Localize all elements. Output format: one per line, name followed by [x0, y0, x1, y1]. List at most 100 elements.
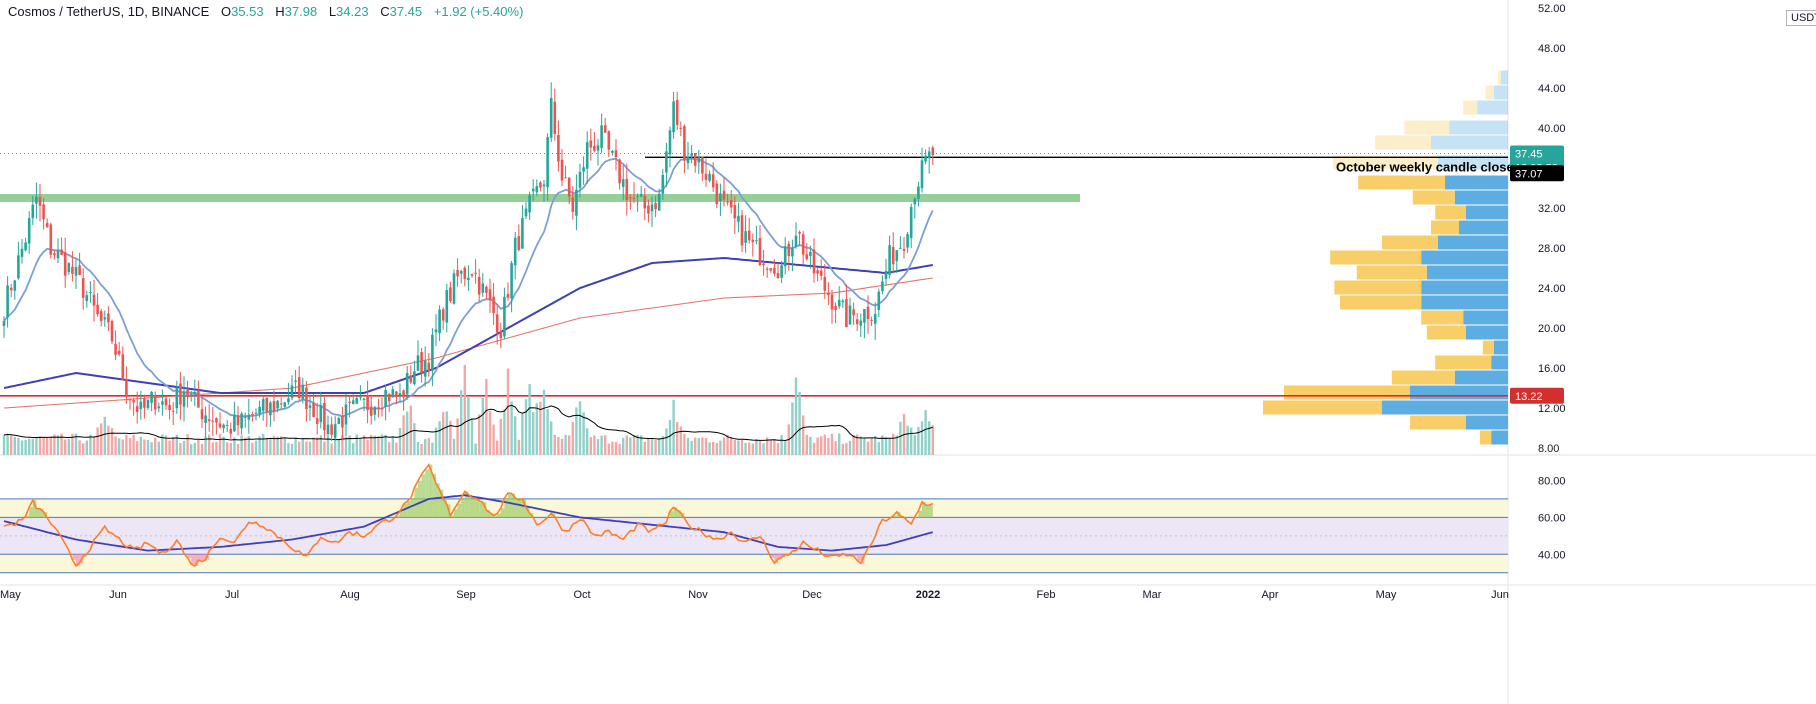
candle-body	[647, 205, 650, 214]
candle-body	[481, 283, 485, 293]
candle-body	[697, 157, 701, 163]
rsi-overbought-fill	[472, 497, 476, 518]
candle-body	[240, 413, 243, 429]
vp-down-bar	[1356, 265, 1427, 280]
time-axis-label: Dec	[802, 589, 822, 601]
candle-body	[632, 197, 636, 200]
vp-up-bar	[1431, 135, 1508, 150]
candle-body	[74, 267, 78, 276]
volume-bar	[845, 443, 848, 455]
volume-bar	[899, 421, 902, 455]
volume-bar	[686, 438, 690, 455]
volume-bar	[290, 443, 294, 455]
volume-bar	[766, 437, 769, 455]
volume-bar	[848, 440, 852, 455]
volume-bar	[758, 440, 762, 455]
candle-body	[395, 391, 398, 398]
currency-unit-button[interactable]: USDT	[1786, 10, 1816, 26]
volume-bar	[884, 436, 888, 455]
candle-body	[751, 239, 755, 243]
volume-bar	[157, 441, 160, 455]
rsi-overbought-fill	[482, 502, 487, 518]
rsi-overbought-fill	[490, 512, 494, 518]
volume-bar	[665, 428, 668, 455]
vp-down-bar	[1482, 340, 1494, 355]
candle-body	[812, 249, 816, 274]
rsi-oversold-fill	[202, 554, 206, 562]
volume-bar	[546, 409, 549, 455]
vp-up-bar	[1491, 430, 1508, 445]
vp-up-bar	[1491, 355, 1508, 370]
volume-bar	[629, 437, 632, 455]
candle-body	[737, 216, 740, 222]
candle-body	[2, 320, 6, 326]
rsi-overbought-fill	[508, 493, 512, 518]
volume-bar	[254, 440, 258, 455]
candle-body	[146, 399, 150, 409]
volume-bar	[143, 439, 146, 455]
volume-bar	[56, 435, 60, 455]
volume-bar	[496, 440, 499, 455]
price-label-value: 37.45	[1515, 149, 1543, 161]
candle-body	[359, 396, 362, 398]
candle-body	[909, 206, 913, 239]
time-axis-label: May	[1376, 589, 1397, 601]
candle-body	[881, 281, 884, 292]
candle-body	[92, 294, 96, 306]
rsi-oversold-fill	[198, 554, 202, 561]
rsi-oversold-fill	[778, 554, 782, 560]
candle-body	[81, 278, 85, 298]
rsi-pane	[0, 463, 1508, 574]
volume-bar	[118, 438, 121, 455]
rsi-overbought-fill	[403, 504, 408, 518]
candle-body	[283, 402, 287, 407]
volume-bar	[337, 439, 340, 455]
candle-body	[150, 391, 153, 403]
rsi-overbought-fill	[457, 503, 462, 518]
symbol-title[interactable]: Cosmos / TetherUS, 1D, BINANCE	[8, 4, 210, 19]
candle-body	[27, 218, 31, 244]
volume-bar	[640, 435, 643, 455]
volume-bar	[658, 438, 661, 455]
candle-body	[762, 263, 765, 265]
candle-body	[920, 160, 924, 189]
volume-bar	[722, 437, 726, 455]
volume-bar	[125, 434, 128, 455]
volume-bar	[294, 437, 297, 455]
volume-bar	[913, 435, 916, 455]
volume-bar	[701, 437, 704, 455]
candle-body	[110, 321, 114, 342]
candle-body	[42, 204, 45, 220]
rsi-overbought-fill	[914, 516, 919, 518]
rsi-oversold-fill	[824, 554, 829, 557]
volume-bar	[528, 384, 531, 455]
candle-body	[499, 330, 503, 339]
volume-bar	[344, 437, 348, 455]
candle-body	[117, 350, 121, 355]
rsi-axis-tick: 80.00	[1538, 475, 1566, 487]
candle-body	[492, 296, 495, 314]
candle-body	[207, 419, 211, 422]
time-axis-label: May	[0, 589, 21, 601]
price-axis-tick: 16.00	[1538, 363, 1566, 375]
volume-bar	[755, 439, 758, 455]
open-value: 35.53	[231, 4, 264, 19]
candle-body	[434, 329, 438, 333]
volume-bar	[132, 434, 135, 455]
volume-bar	[539, 401, 542, 455]
candle-body	[56, 250, 60, 259]
volume-bar	[244, 437, 247, 455]
candle-body	[704, 173, 708, 180]
candle-body	[276, 400, 279, 409]
candle-body	[420, 351, 423, 373]
rsi-overbought-fill	[439, 489, 444, 518]
volume-bar	[650, 439, 654, 455]
volume-bar	[298, 441, 301, 455]
october-close-annotation: October weekly candle close	[1336, 159, 1514, 174]
candle-body	[121, 354, 125, 380]
candle-body	[744, 231, 747, 243]
candle-body	[153, 394, 157, 410]
volume-bar	[492, 424, 495, 455]
candle-body	[427, 362, 431, 371]
candle-body	[618, 159, 621, 184]
